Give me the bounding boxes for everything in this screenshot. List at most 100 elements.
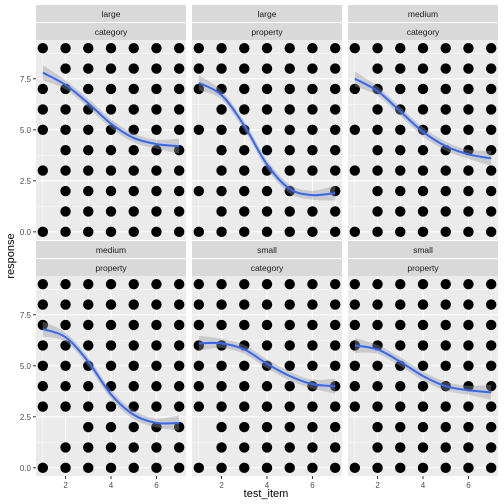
data-point [417,299,429,310]
data-point [463,442,474,453]
data-point [329,145,341,156]
data-point [307,124,318,135]
data-point [307,145,318,156]
data-point [463,421,474,433]
data-point [417,462,429,474]
facet-panel: medium property [36,241,186,494]
data-point [83,226,94,238]
data-point [193,299,205,310]
data-point [261,462,273,474]
data-point [372,401,383,412]
data-point [485,401,497,412]
data-point [193,185,205,197]
data-point [417,401,429,412]
data-point [216,104,227,115]
data-point [395,442,406,453]
smooth-line [198,81,336,197]
data-point [173,226,185,238]
data-point [239,42,250,54]
facet-strip-bottom [192,23,342,40]
data-point [463,299,474,310]
data-point [349,226,361,238]
data-point [105,401,117,412]
facet-strip-bottom [192,259,342,276]
data-point [284,124,295,135]
data-point [372,206,383,217]
data-point [261,319,273,331]
data-point [193,124,205,135]
x-tick-label: 2 [63,481,68,490]
data-point [105,145,117,156]
data-point [395,381,406,392]
facet-strip-bottom [348,23,498,40]
data-point [105,462,117,474]
data-point [417,42,429,54]
data-point [329,124,341,135]
data-point [307,442,318,453]
data-point [485,381,497,392]
data-point [372,145,383,156]
data-point [83,206,94,217]
data-point [417,165,429,176]
y-tick-label: 2.5 [20,413,32,422]
data-point [37,381,49,392]
data-point [239,278,250,290]
data-point [284,360,295,371]
data-point [463,462,474,474]
facet-strip-label: category [407,27,440,37]
data-point [329,421,341,433]
data-point [395,226,406,238]
data-point [372,299,383,310]
data-point [216,185,227,197]
data-point [284,42,295,54]
data-point [60,381,71,392]
data-point [284,442,295,453]
data-point [105,83,117,95]
data-point [128,165,139,176]
data-point [83,83,94,95]
data-point [37,401,49,412]
smooth-line [354,77,492,160]
x-tick-label: 2 [375,481,380,490]
data-point [329,165,341,176]
data-point [485,421,497,433]
data-point [372,278,383,290]
facet-strip-bottom [348,259,498,276]
data-point [372,104,383,115]
data-point [485,83,497,95]
data-point [329,206,341,217]
facet-strip-label: small [413,245,433,255]
data-point [60,340,71,351]
data-point [239,165,250,176]
data-point [128,442,139,453]
data-point [440,278,451,290]
data-point [395,42,406,54]
data-point [151,278,162,290]
data-point [239,319,250,331]
facet-strip-top [36,5,186,22]
data-point [83,421,94,433]
data-point [395,340,406,351]
data-point [440,124,451,135]
data-point [193,381,205,392]
data-point [440,299,451,310]
data-point [284,185,295,197]
y-tick-label: 5.0 [20,362,32,371]
data-point [417,360,429,371]
data-point [83,63,94,74]
data-point [417,185,429,197]
data-point [349,278,361,290]
data-point [395,124,406,135]
data-point [173,83,185,95]
data-point [173,145,185,156]
data-point [395,145,406,156]
data-point [372,381,383,392]
x-tick-label: 4 [421,481,426,490]
data-point [372,185,383,197]
data-point [37,278,49,290]
data-point [395,165,406,176]
data-point [417,145,429,156]
data-point [463,319,474,331]
data-point [239,360,250,371]
y-axis-title: response [5,233,17,278]
